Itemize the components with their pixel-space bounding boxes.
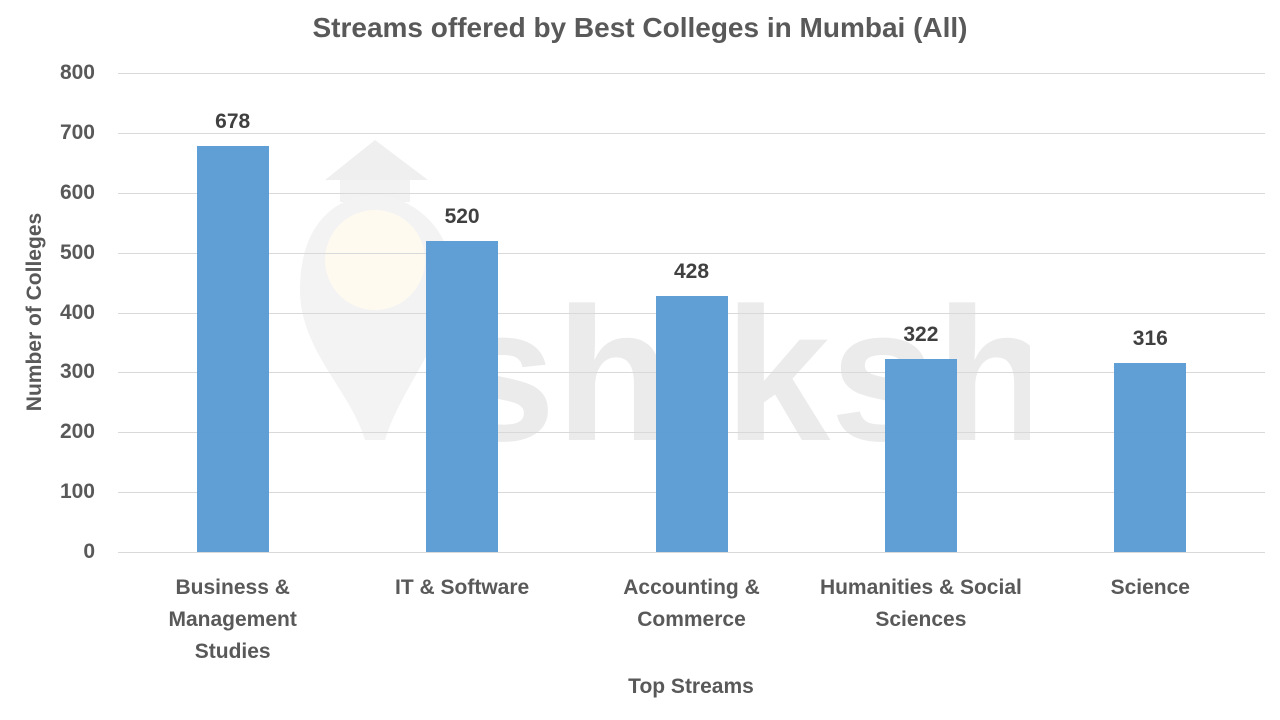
y-tick-label: 800 bbox=[59, 61, 95, 84]
y-tick-label: 500 bbox=[59, 240, 95, 264]
data-label: 520 bbox=[444, 204, 480, 228]
y-tick-label: 100 bbox=[59, 480, 95, 504]
bar[interactable] bbox=[655, 295, 728, 552]
x-category-label: Business & Management Studies bbox=[168, 576, 297, 663]
data-label: 428 bbox=[673, 259, 710, 283]
gridline bbox=[118, 132, 1265, 134]
gridline bbox=[118, 252, 1265, 254]
y-tick-label: 300 bbox=[59, 360, 95, 384]
gridline bbox=[118, 552, 1265, 553]
data-label: 316 bbox=[1132, 326, 1168, 350]
data-label: 322 bbox=[903, 323, 939, 347]
x-category-label: Accounting & Commerce bbox=[623, 576, 760, 631]
bar[interactable] bbox=[426, 240, 499, 552]
y-tick-label: 200 bbox=[59, 420, 95, 444]
bar[interactable] bbox=[884, 359, 957, 552]
chart-title: Streams offered by Best Colleges in Mumb… bbox=[312, 12, 968, 43]
y-tick-label: 700 bbox=[59, 120, 95, 144]
x-category-label: IT & Software bbox=[395, 576, 530, 599]
y-tick-label: 400 bbox=[59, 300, 95, 324]
y-tick-label: 0 bbox=[83, 540, 95, 563]
plot-area: 678 520 428 322 316 bbox=[118, 73, 1265, 553]
gridline bbox=[118, 192, 1265, 194]
gridline bbox=[118, 73, 1265, 74]
x-axis-label: Top Streams bbox=[628, 675, 754, 698]
x-category-label: Science bbox=[1110, 576, 1190, 599]
data-label: 678 bbox=[215, 110, 251, 134]
x-category-label: Humanities & Social Sciences bbox=[819, 576, 1022, 631]
bar[interactable] bbox=[196, 146, 269, 552]
y-tick-label: 600 bbox=[59, 180, 95, 204]
bar[interactable] bbox=[1114, 362, 1187, 552]
